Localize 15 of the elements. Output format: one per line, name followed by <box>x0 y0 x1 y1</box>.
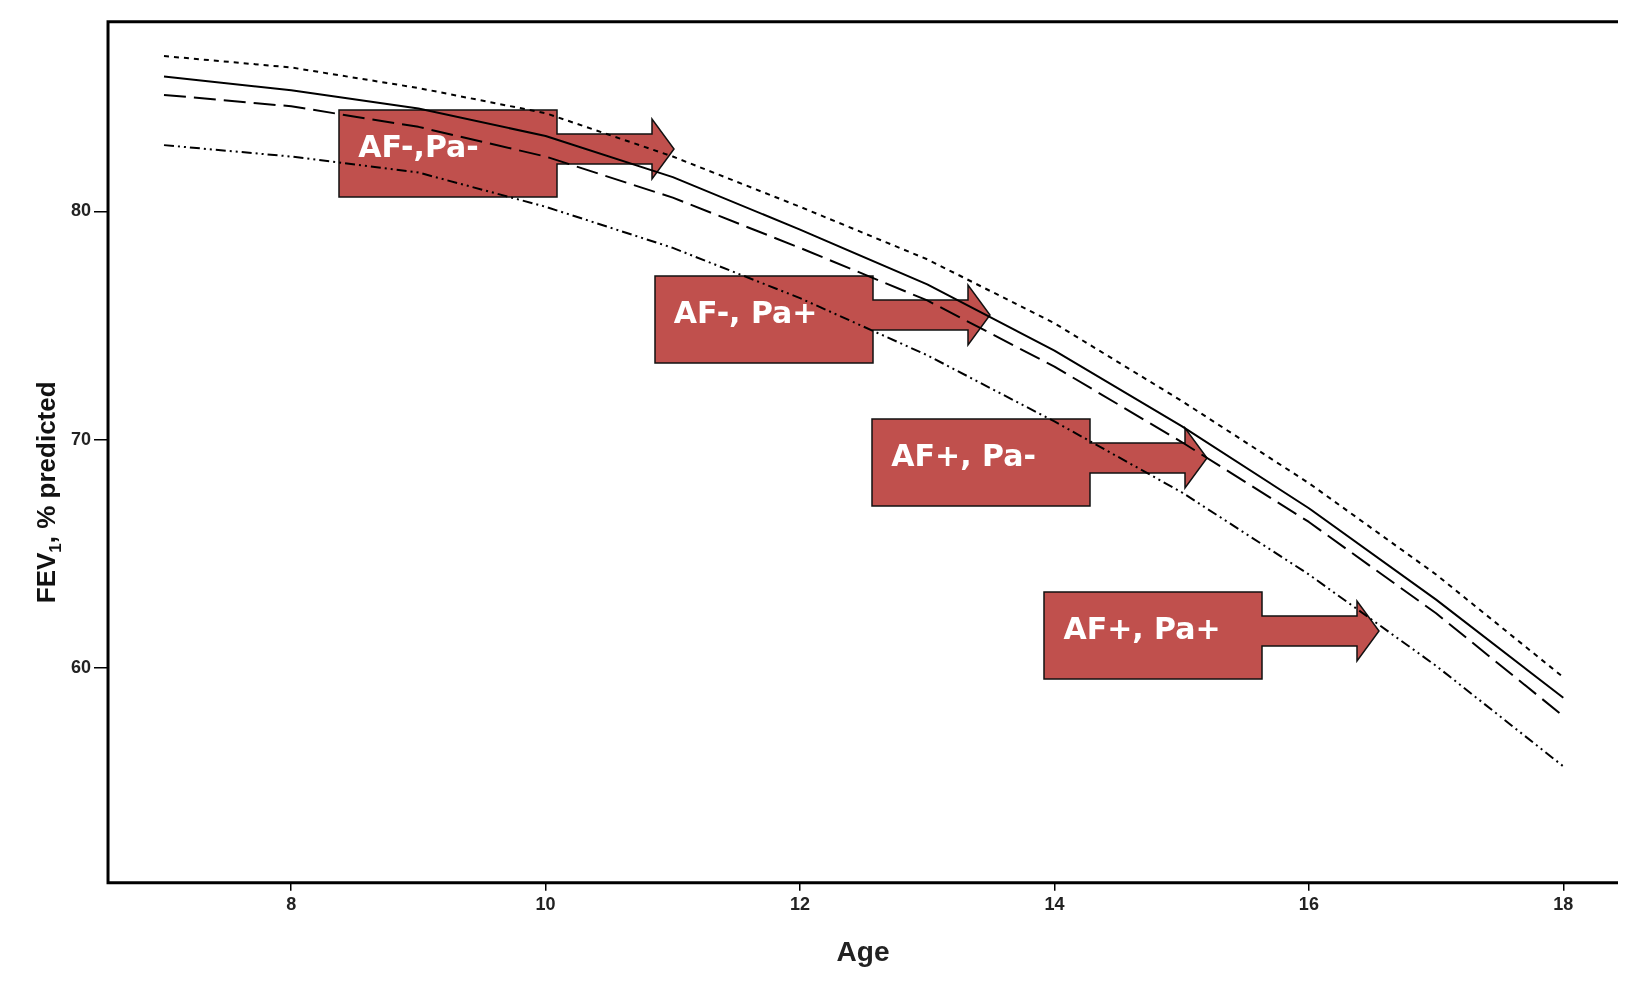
x-tick-label: 8 <box>286 893 297 914</box>
x-axis-title: Age <box>836 935 890 967</box>
x-tick-label: 14 <box>1044 893 1065 914</box>
annotation: AF+, Pa+ <box>1063 610 1221 649</box>
y-tick-label: 70 <box>70 428 92 449</box>
x-tick-label: 10 <box>535 893 556 914</box>
x-tick-label: 18 <box>1553 893 1574 914</box>
annotation: AF-,Pa- <box>358 128 479 167</box>
y-tick-label: 80 <box>70 200 92 221</box>
x-tick-label: 16 <box>1298 893 1319 914</box>
annotation: AF-, Pa+ <box>673 293 818 332</box>
annotation: AF+, Pa- <box>891 437 1036 476</box>
y-tick-label: 60 <box>70 657 92 678</box>
x-tick-label: 12 <box>790 893 811 914</box>
y-axis-title: FEV1, % predicted <box>31 381 65 604</box>
